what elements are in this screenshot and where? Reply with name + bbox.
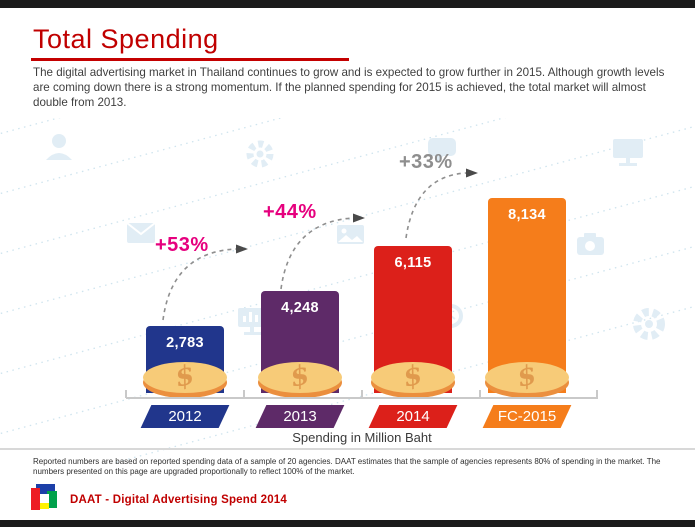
year-label: 2014 bbox=[368, 405, 458, 428]
year-label: 2012 bbox=[140, 405, 230, 428]
growth-label: +33% bbox=[399, 151, 453, 173]
bar-column: 8,134 $ bbox=[485, 198, 569, 398]
x-axis-line bbox=[126, 397, 598, 399]
year-label: 2013 bbox=[255, 405, 345, 428]
year-label-text: 2013 bbox=[283, 408, 317, 425]
year-label: FC-2015 bbox=[482, 405, 572, 428]
axis-tick bbox=[479, 390, 481, 398]
coin-face bbox=[258, 362, 342, 393]
bar-column: 4,248 $ bbox=[258, 198, 342, 398]
coin-face bbox=[371, 362, 455, 393]
logo-white-center bbox=[40, 494, 49, 503]
coin-icon: $ bbox=[371, 359, 455, 398]
footnote-text: Reported numbers are based on reported s… bbox=[33, 457, 661, 476]
axis-tick bbox=[125, 390, 127, 398]
bar-value-label: 4,248 bbox=[281, 300, 319, 316]
arrowhead-icon bbox=[353, 213, 365, 223]
page-title: Total Spending bbox=[33, 24, 219, 54]
bar-value-label: 2,783 bbox=[166, 335, 204, 351]
growth-label: +53% bbox=[155, 234, 209, 256]
bar-column: 2,783 $ bbox=[143, 198, 227, 398]
x-axis-label: Spending in Million Baht bbox=[292, 430, 432, 445]
coin-icon: $ bbox=[485, 359, 569, 398]
bar-value-label: 8,134 bbox=[508, 207, 546, 223]
year-label-text: 2012 bbox=[168, 408, 202, 425]
year-label-text: 2014 bbox=[396, 408, 430, 425]
daat-logo-icon bbox=[31, 482, 59, 510]
logo-yellow-block bbox=[33, 503, 49, 509]
intro-text: The digital advertising market in Thaila… bbox=[33, 66, 665, 109]
title-underline bbox=[31, 58, 349, 61]
logo-green-block bbox=[47, 491, 57, 508]
coin-face bbox=[143, 362, 227, 393]
growth-label: +44% bbox=[263, 201, 317, 223]
bar-value-label: 6,115 bbox=[394, 255, 432, 271]
axis-tick bbox=[243, 390, 245, 398]
footer-divider bbox=[0, 448, 695, 450]
coin-icon: $ bbox=[258, 359, 342, 398]
axis-tick bbox=[596, 390, 598, 398]
bottom-border-bar bbox=[0, 520, 695, 527]
bar-rect bbox=[488, 198, 566, 393]
coin-face bbox=[485, 362, 569, 393]
bar-column: 6,115 $ bbox=[371, 198, 455, 398]
logo-blue-block bbox=[36, 484, 55, 494]
top-border-bar bbox=[0, 0, 695, 8]
brand-text: DAAT - Digital Advertising Spend 2014 bbox=[70, 494, 287, 506]
coin-icon: $ bbox=[143, 359, 227, 398]
axis-tick bbox=[361, 390, 363, 398]
logo-red-block bbox=[31, 488, 40, 510]
year-label-text: FC-2015 bbox=[497, 408, 557, 425]
